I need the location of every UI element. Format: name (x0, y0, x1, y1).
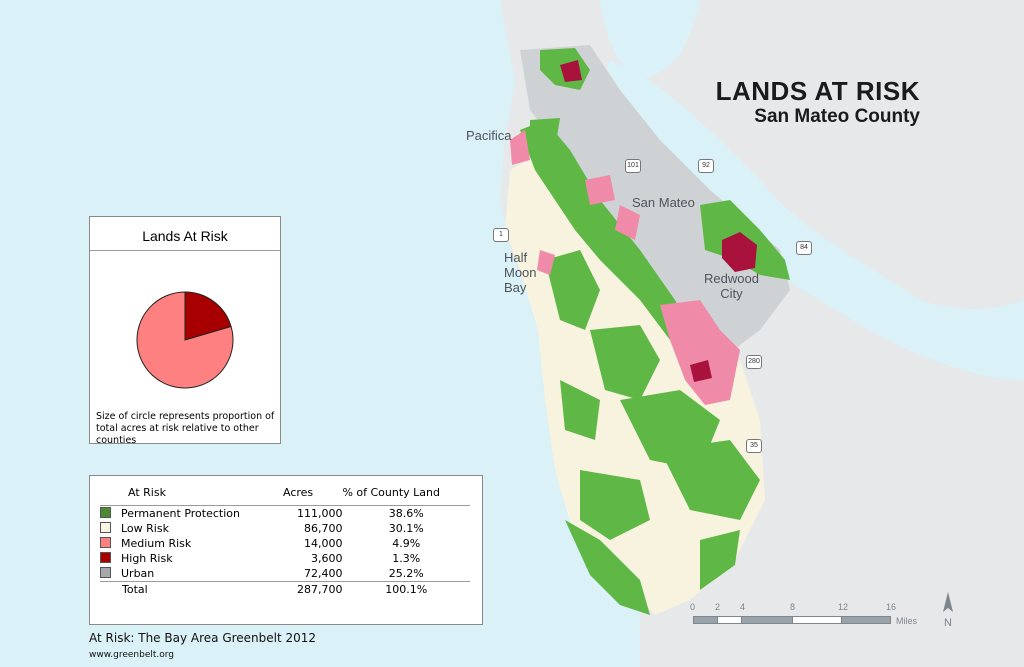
legend-header-acres: Acres (282, 486, 343, 506)
legend-total-pct: 100.1% (342, 581, 470, 597)
legend-label: Medium Risk (121, 537, 192, 550)
legend-swatch (100, 537, 111, 548)
legend-table: At Risk Acres % of County Land Permanent… (100, 486, 470, 597)
legend-swatch (100, 522, 111, 533)
highway-shield-101: 101 (625, 159, 641, 173)
legend-row-urban: Urban 72,400 25.2% (100, 566, 470, 582)
legend-swatch (100, 552, 111, 563)
legend-acres: 14,000 (303, 537, 343, 550)
scale-unit: Miles (896, 616, 918, 626)
pie-title: Lands At Risk (90, 217, 280, 251)
legend-swatch (100, 507, 111, 518)
legend-row-total: Total 287,700 100.1% (100, 581, 470, 597)
source-credit: At Risk: The Bay Area Greenbelt 2012 (89, 631, 317, 645)
legend-label: Urban (121, 567, 155, 580)
scale-tick-label: 4 (740, 602, 746, 612)
scale-tick-label: 2 (715, 602, 721, 612)
legend-pct: 4.9% (392, 537, 421, 550)
scale-segment (693, 616, 718, 624)
legend-row-permanent: Permanent Protection 111,000 38.6% (100, 506, 470, 522)
highway-shield-84: 84 (796, 241, 812, 255)
place-label-san-mateo: San Mateo (632, 195, 695, 210)
legend-pct: 38.6% (388, 507, 424, 520)
legend-label: Permanent Protection (121, 507, 240, 520)
legend-acres: 86,700 (303, 522, 343, 535)
legend-acres: 3,600 (310, 552, 343, 565)
pie-chart-panel: Lands At Risk Size of circle represents … (89, 216, 281, 446)
map-subtitle: San Mateo County (754, 106, 920, 127)
legend-pct: 1.3% (392, 552, 421, 565)
legend-pct: 30.1% (388, 522, 424, 535)
place-label-half-moon-bay: Half Moon Bay (504, 250, 537, 295)
place-label-pacifica: Pacifica (466, 128, 512, 143)
legend-header-pct: % of County Land (342, 486, 470, 506)
highway-shield-1: 1 (493, 228, 509, 242)
scale-segment (741, 616, 793, 624)
urban-area (520, 45, 790, 360)
high-risk-lands (560, 60, 757, 382)
scale-tick-label: 0 (690, 602, 696, 612)
pie-note: Size of circle represents proportion of … (96, 411, 275, 446)
pie-slice-medium-risk (136, 291, 234, 389)
place-label-redwood-city: Redwood City (704, 271, 759, 301)
legend-total-label: Total (100, 581, 283, 597)
highway-shield-280: 280 (746, 355, 762, 369)
scale-segment (717, 616, 742, 624)
source-url[interactable]: www.greenbelt.org (89, 650, 175, 660)
north-arrow-icon: N (943, 592, 953, 629)
legend-acres: 72,400 (303, 567, 343, 580)
legend-header-at-risk: At Risk (100, 486, 283, 506)
legend-acres: 111,000 (296, 507, 343, 520)
pie-chart (136, 291, 234, 389)
scale-segment (841, 616, 891, 624)
scale-tick-label: 12 (838, 602, 849, 612)
legend-row-high: High Risk 3,600 1.3% (100, 551, 470, 566)
bay-water-north (600, 0, 700, 80)
legend-label: Low Risk (121, 522, 169, 535)
legend-label: High Risk (121, 552, 173, 565)
map-title: LANDS AT RISK (715, 76, 920, 106)
legend-table-panel: At Risk Acres % of County Land Permanent… (89, 475, 483, 625)
scale-segment (792, 616, 842, 624)
highway-shield-92: 92 (698, 159, 714, 173)
legend-row-low: Low Risk 86,700 30.1% (100, 521, 470, 536)
scale-tick-label: 16 (886, 602, 897, 612)
legend-total-acres: 287,700 (282, 581, 343, 597)
scale-bar: 0 2 4 8 12 16 Miles (690, 602, 930, 632)
svg-text:N: N (944, 617, 952, 629)
pie-slice-high-risk (184, 291, 232, 341)
permanent-protection-lands (520, 48, 790, 615)
medium-risk-lands (510, 130, 740, 405)
highway-shield-35: 35 (746, 439, 762, 453)
bay-water (600, 60, 1024, 380)
scale-tick-label: 8 (790, 602, 796, 612)
legend-row-medium: Medium Risk 14,000 4.9% (100, 536, 470, 551)
legend-swatch (100, 567, 111, 578)
legend-pct: 25.2% (388, 567, 424, 580)
